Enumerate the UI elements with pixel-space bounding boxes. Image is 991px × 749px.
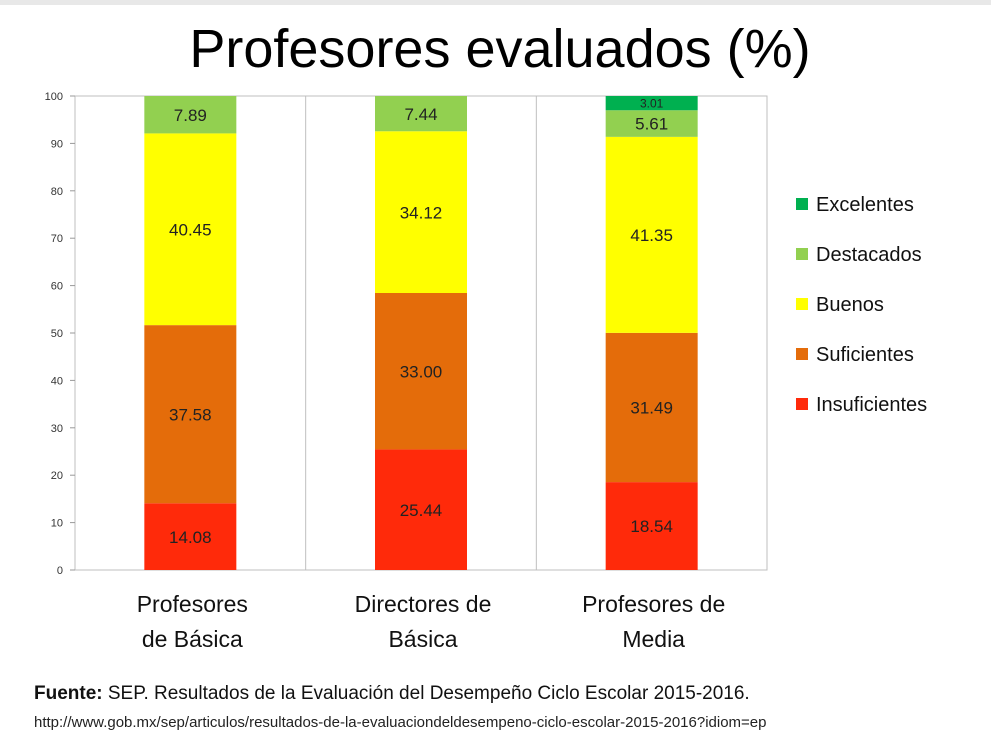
legend-swatch bbox=[796, 298, 808, 310]
data-label: 14.08 bbox=[169, 528, 212, 547]
data-label: 33.00 bbox=[400, 362, 443, 381]
y-tick-label: 90 bbox=[51, 138, 63, 150]
data-label: 34.12 bbox=[400, 203, 443, 222]
bar-segment-suficientes bbox=[605, 332, 698, 483]
data-label: 7.44 bbox=[404, 105, 437, 124]
bar-segment-buenos bbox=[605, 136, 698, 333]
category-label: Básica bbox=[388, 626, 457, 652]
data-label: 37.58 bbox=[169, 405, 212, 424]
bar-segment-suficientes bbox=[375, 292, 467, 450]
y-tick-label: 70 bbox=[51, 233, 63, 245]
legend-label: Destacados bbox=[816, 244, 922, 266]
y-tick-label: 60 bbox=[51, 281, 63, 293]
category-label: Profesores bbox=[137, 591, 248, 617]
data-label: 31.49 bbox=[630, 399, 673, 418]
legend-label: Excelentes bbox=[816, 194, 914, 216]
legend-label: Buenos bbox=[816, 294, 884, 316]
y-tick-label: 40 bbox=[51, 375, 63, 387]
legend-swatch bbox=[796, 348, 808, 360]
category-label: Directores de bbox=[355, 591, 492, 617]
y-tick-label: 80 bbox=[51, 186, 63, 198]
y-tick-label: 30 bbox=[51, 423, 63, 435]
data-label: 25.44 bbox=[400, 501, 443, 520]
source-url: http://www.gob.mx/sep/articulos/resultad… bbox=[34, 714, 767, 731]
legend-swatch bbox=[796, 248, 808, 260]
bar-segment-buenos bbox=[144, 133, 237, 326]
category-label: Profesores de bbox=[582, 591, 725, 617]
source-label: Fuente: bbox=[34, 683, 103, 704]
y-tick-label: 10 bbox=[51, 518, 63, 530]
bar-segment-destacados bbox=[144, 96, 237, 134]
bar-segment-destacados bbox=[375, 96, 467, 132]
category-label: Media bbox=[622, 626, 685, 652]
top-strip bbox=[0, 0, 991, 5]
chart-title: Profesores evaluados (%) bbox=[189, 19, 811, 79]
bar-segment-insuficientes bbox=[375, 449, 467, 570]
data-label: 18.54 bbox=[630, 517, 673, 536]
legend-swatch bbox=[796, 198, 808, 210]
y-tick-label: 50 bbox=[51, 328, 63, 340]
bar-segment-insuficientes bbox=[144, 503, 237, 570]
legend-label: Insuficientes bbox=[816, 394, 927, 416]
source-text: SEP. Resultados de la Evaluación del Des… bbox=[102, 683, 750, 704]
y-tick-label: 0 bbox=[57, 565, 63, 577]
data-label: 3.01 bbox=[640, 96, 664, 110]
bar-segment-suficientes bbox=[144, 325, 237, 504]
y-tick-label: 100 bbox=[45, 91, 63, 103]
legend-swatch bbox=[796, 398, 808, 410]
data-label: 5.61 bbox=[635, 115, 668, 134]
bar-segment-buenos bbox=[375, 131, 467, 293]
data-label: 41.35 bbox=[630, 226, 673, 245]
bar-segment-destacados bbox=[605, 110, 698, 137]
data-label: 7.89 bbox=[174, 106, 207, 125]
bar-segment-excelentes bbox=[605, 96, 698, 111]
data-label: 40.45 bbox=[169, 220, 212, 239]
legend-label: Suficientes bbox=[816, 344, 914, 366]
source-note: Fuente: SEP. Resultados de la Evaluación… bbox=[34, 683, 750, 705]
bar-segment-insuficientes bbox=[605, 482, 698, 570]
y-tick-label: 20 bbox=[51, 470, 63, 482]
category-label: de Básica bbox=[142, 626, 243, 652]
